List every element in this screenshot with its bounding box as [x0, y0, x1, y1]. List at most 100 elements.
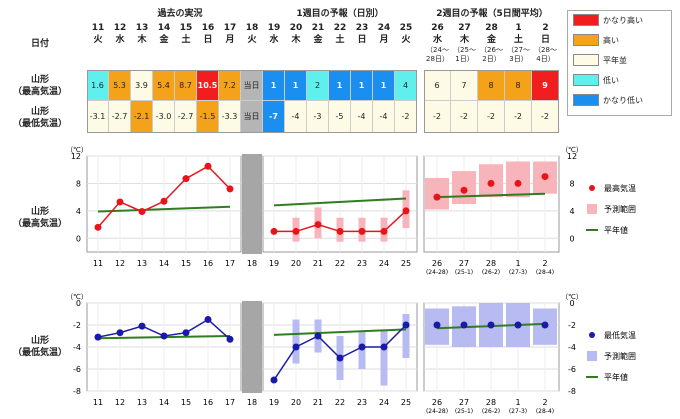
date-cell: 12 水: [109, 22, 131, 46]
forecast-range-bar: [380, 330, 388, 386]
x-tick-label: 14: [159, 259, 169, 268]
period-weekday: 土: [513, 35, 523, 45]
class-legend-swatch: [573, 14, 599, 26]
date-day: 25: [399, 23, 413, 33]
max-temp-cell: 1.6: [87, 70, 109, 101]
date-cell: 16 日: [197, 22, 219, 46]
y-tick-label-right: 0: [569, 299, 574, 308]
max-temp-cell: 1: [351, 70, 373, 101]
y-tick-label-right: 8: [569, 179, 574, 188]
weekly-range-box: [506, 161, 530, 198]
data-point: [116, 198, 124, 206]
date-cell: 14 金: [153, 22, 175, 46]
date-weekday: 火: [247, 35, 257, 45]
date-day: 17: [223, 23, 237, 33]
legend-label: 平年値: [604, 225, 628, 235]
period-cell: 28 金（26～ 2日）: [478, 22, 505, 64]
class-legend-label: かなり高い: [603, 16, 643, 25]
max-temp-cell: 5.4: [153, 70, 175, 101]
x-tick-label: 18: [247, 398, 257, 407]
x-tick-label: 11: [93, 398, 103, 407]
x-tick-label: 25: [401, 259, 411, 268]
data-point: [380, 227, 388, 235]
today-column: [242, 301, 262, 393]
max-temp-weekly-cell: 8: [478, 70, 505, 101]
period-range-start: （27～: [507, 46, 530, 54]
max-temp-cell: 1: [373, 70, 395, 101]
date-cell: 23 日: [351, 22, 373, 46]
x-tick-sublabel-weekly: (26-2): [482, 408, 500, 415]
period-cell: 1 土（27～ 3日）: [505, 22, 532, 64]
date-weekday: 金: [159, 35, 169, 45]
legend-dot: [589, 332, 595, 338]
date-day: 19: [267, 23, 281, 33]
max-temp-cell: 5.3: [109, 70, 131, 101]
period-range-start: （24～: [426, 46, 449, 54]
date-cell: 25 火: [395, 22, 417, 46]
data-point: [314, 221, 322, 229]
date-day: 16: [201, 23, 215, 33]
period-weekday: 水: [432, 35, 442, 45]
min-temp-weekly-cell: -2: [505, 101, 532, 133]
date-day: 11: [91, 23, 105, 33]
data-point: [270, 376, 278, 384]
x-tick-sublabel-weekly: (27-3): [509, 269, 527, 276]
x-tick-sublabel-weekly: (24-28): [426, 408, 448, 415]
date-day: 18: [245, 23, 259, 33]
x-tick-label-weekly: 28: [486, 259, 496, 268]
legend-label: 予測範囲: [604, 204, 636, 214]
data-point: [182, 329, 190, 337]
x-tick-label: 13: [137, 398, 147, 407]
date-cell: 15 土: [175, 22, 197, 46]
period-day: 26: [431, 23, 444, 33]
data-point: [270, 227, 278, 235]
max-chart-label-line2: （最高気温）: [12, 219, 67, 229]
date-weekday: 金: [313, 35, 323, 45]
legend-label: 最低気温: [604, 330, 636, 340]
y-tick-label: -2: [73, 321, 81, 330]
x-tick-label: 23: [357, 259, 367, 268]
class-legend-label: かなり低い: [603, 96, 643, 105]
date-day: 20: [289, 23, 303, 33]
max-row-label: 山形 （最高気温）: [4, 74, 76, 98]
date-weekday: 月: [225, 35, 235, 45]
y-tick-label-right: -2: [568, 321, 576, 330]
x-tick-label: 23: [357, 398, 367, 407]
x-tick-label: 22: [335, 259, 345, 268]
period-weekday: 金: [486, 35, 496, 45]
date-day: 13: [135, 23, 149, 33]
x-tick-label: 20: [291, 398, 301, 407]
data-point: [94, 223, 102, 231]
max-temp-cell: 1: [263, 70, 285, 101]
date-weekday: 水: [115, 35, 125, 45]
x-tick-label-weekly: 26: [432, 259, 442, 268]
class-legend-swatch: [573, 74, 599, 86]
date-day: 22: [333, 23, 347, 33]
date-cell: 18 火: [241, 22, 263, 46]
x-tick-label: 16: [203, 398, 213, 407]
data-point: [182, 175, 190, 183]
x-tick-label: 24: [379, 398, 389, 407]
legend-label: 予測範囲: [604, 351, 636, 361]
data-point: [358, 227, 366, 235]
min-temp-weekly-cell: -2: [451, 101, 478, 133]
period-range-end: 2日）: [482, 55, 501, 63]
weekly-data-point: [541, 173, 549, 181]
class-legend-swatch: [573, 34, 599, 46]
legend-label: 平年値: [604, 372, 628, 382]
period-range-start: （26～: [480, 46, 503, 54]
x-tick-sublabel-weekly: (27-3): [509, 408, 527, 415]
x-tick-sublabel-weekly: (28-4): [536, 269, 554, 276]
date-weekday: 土: [335, 35, 345, 45]
period-day: 1: [515, 23, 522, 33]
legend-range-swatch: [587, 204, 597, 214]
x-tick-label-weekly: 1: [515, 398, 520, 407]
weekly-data-point: [460, 321, 468, 329]
max-row-label-line1: 山形: [30, 75, 49, 85]
week2-header: 2週目の予報（5日間平均）: [436, 9, 548, 19]
normal-line-weekly: [436, 192, 546, 199]
x-tick-label: 24: [379, 259, 389, 268]
x-tick-label-weekly: 26: [432, 398, 442, 407]
weekly-data-point: [514, 321, 522, 329]
x-tick-label: 19: [269, 398, 279, 407]
